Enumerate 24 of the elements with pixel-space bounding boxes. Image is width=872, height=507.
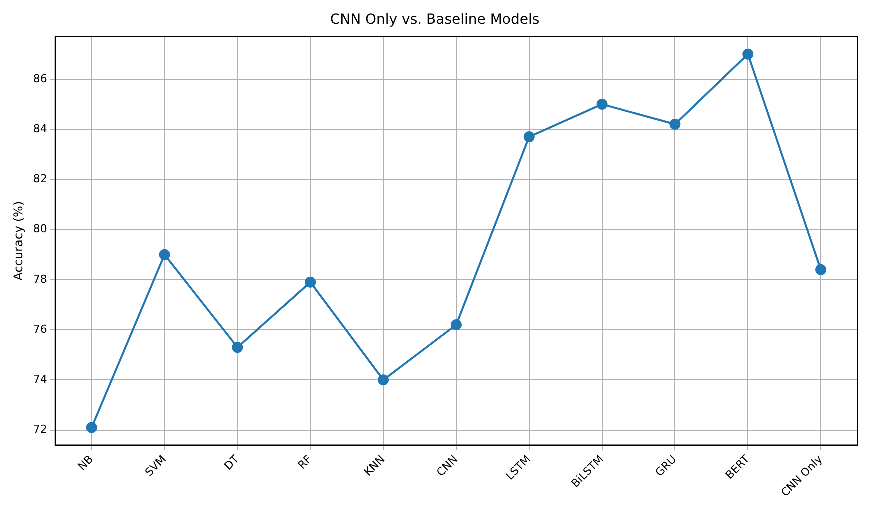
x-tick-label: RF — [296, 452, 315, 472]
point — [450, 320, 462, 331]
y-tick-label: 78 — [33, 272, 48, 286]
y-axis-title: Accuracy (%) — [11, 201, 26, 281]
point — [596, 98, 608, 110]
point — [670, 119, 681, 130]
point — [305, 276, 316, 288]
y-tick-label: 74 — [33, 373, 48, 386]
y-tick-label: 76 — [33, 322, 48, 336]
point — [524, 132, 535, 143]
y-tick-label: 82 — [33, 172, 48, 186]
point — [86, 422, 98, 434]
chart-title: CNN Only vs. Baseline Models — [330, 12, 540, 28]
point — [378, 374, 390, 386]
x-tick-label: DT — [222, 452, 242, 473]
point — [742, 48, 754, 60]
x-tick-label: NB — [76, 452, 96, 474]
y-tick-label: 84 — [33, 122, 48, 136]
point — [159, 249, 170, 260]
y-tick-label: 72 — [33, 423, 48, 436]
point — [816, 264, 827, 276]
y-tick-label: 80 — [33, 222, 48, 236]
y-tick-label: 86 — [33, 72, 48, 86]
point — [232, 342, 244, 354]
